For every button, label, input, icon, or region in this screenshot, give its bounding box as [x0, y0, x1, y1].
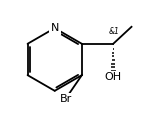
Text: &1: &1	[108, 27, 119, 36]
Text: OH: OH	[105, 72, 122, 82]
Text: N: N	[51, 23, 59, 33]
Text: Br: Br	[60, 94, 72, 104]
Text: Br: Br	[60, 94, 72, 104]
Text: OH: OH	[105, 72, 122, 82]
Text: N: N	[51, 23, 59, 33]
